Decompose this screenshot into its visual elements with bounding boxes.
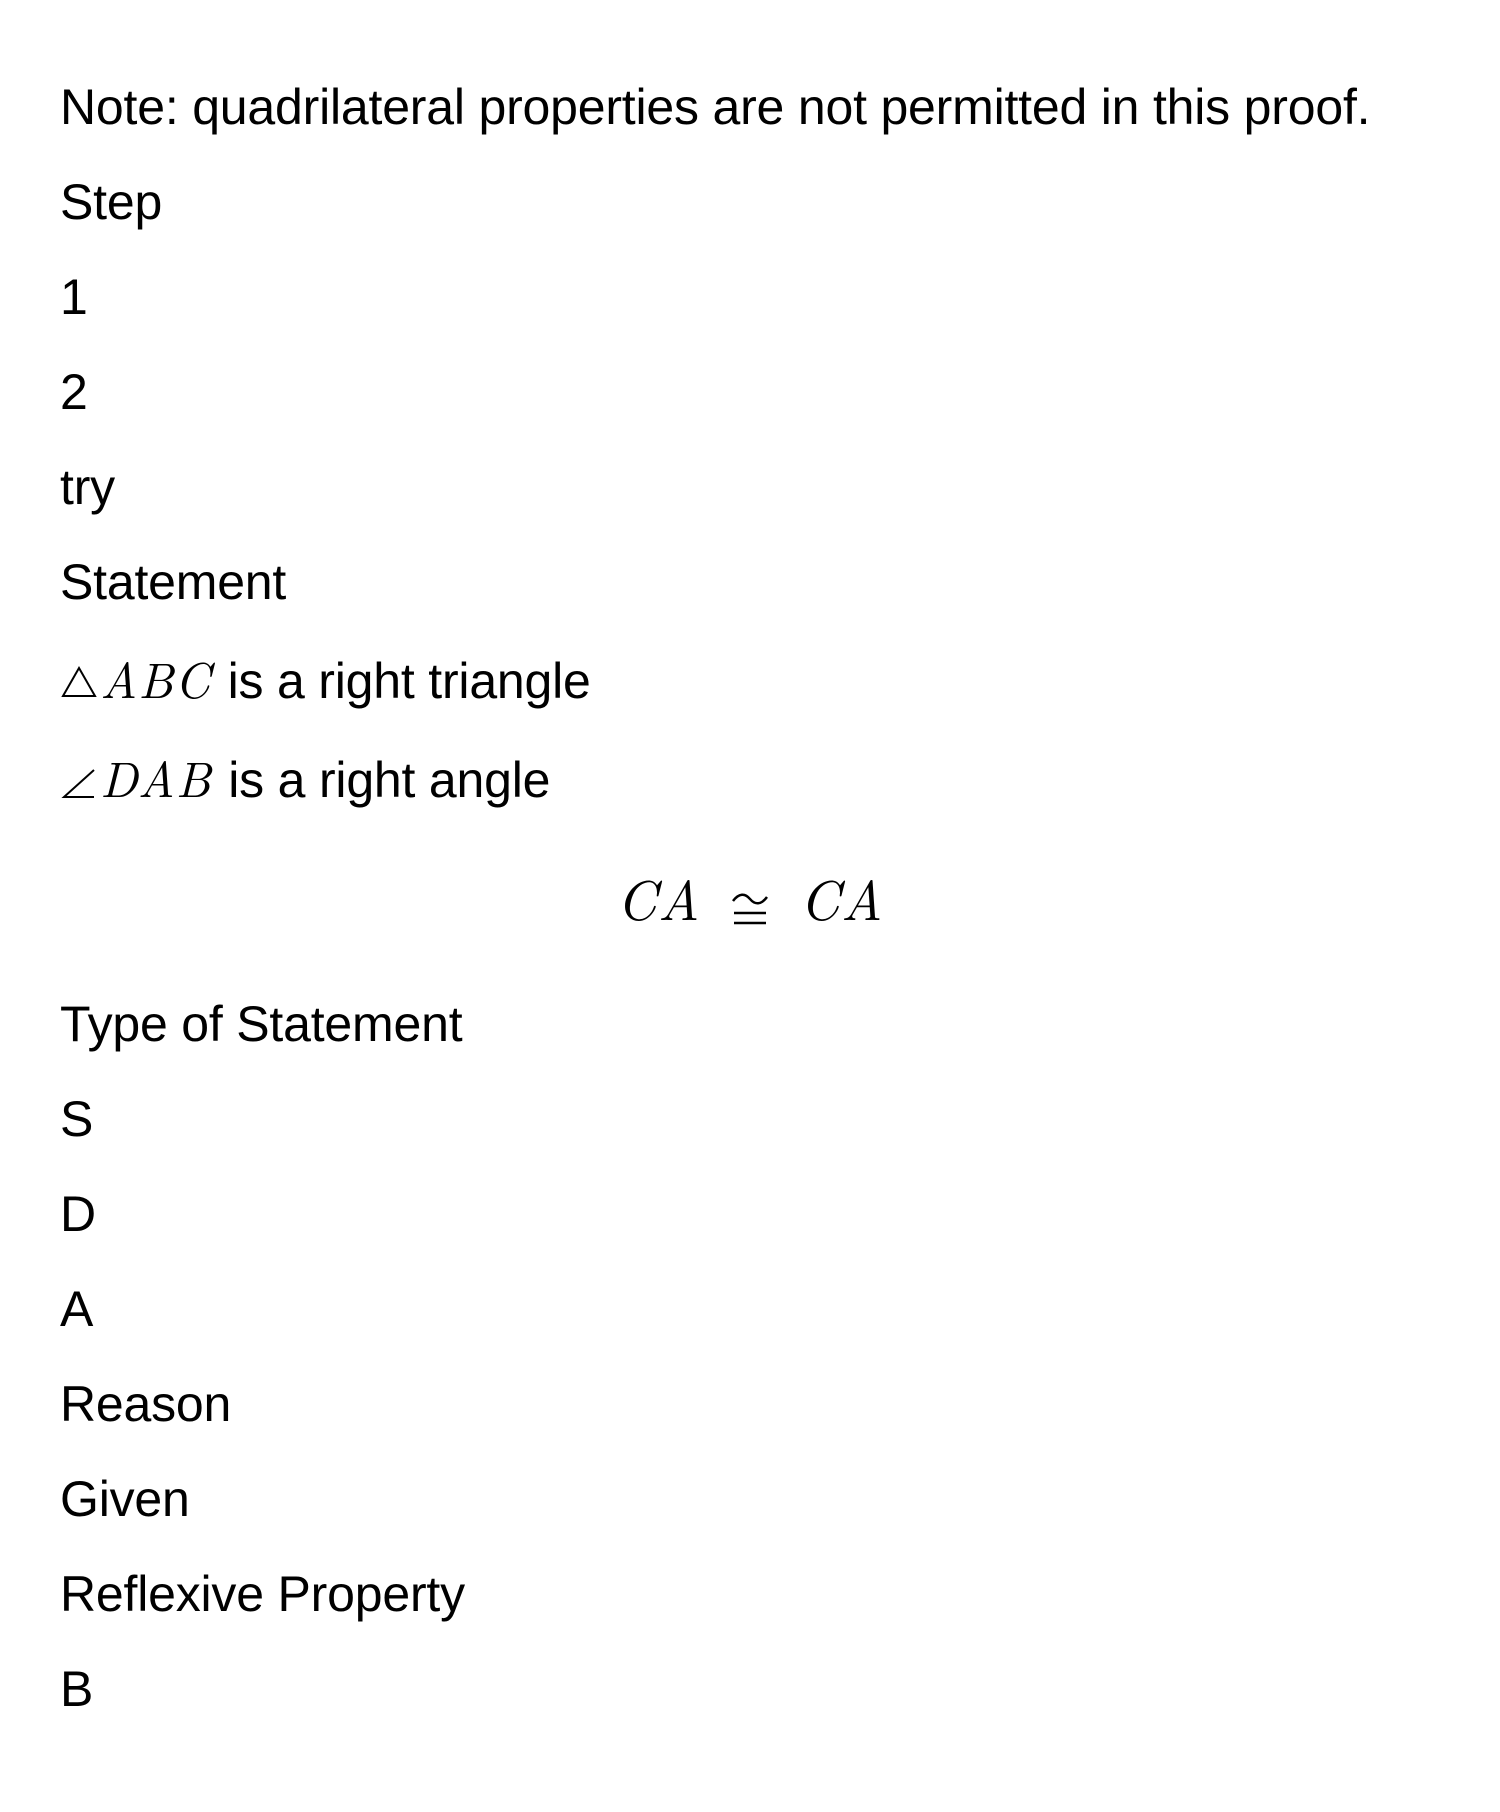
step-label: Step [60, 155, 1440, 250]
triangle-icon [60, 631, 98, 726]
note-text: Note: quadrilateral properties are not p… [60, 60, 1440, 155]
step-2: 2 [60, 345, 1440, 440]
reason-2: Reflexive Property [60, 1547, 1440, 1642]
trailing-letter: B [60, 1642, 1440, 1737]
reason-1: Given [60, 1452, 1440, 1547]
step-1: 1 [60, 250, 1440, 345]
type-letter-s: S [60, 1072, 1440, 1167]
equation-lhs: CA [617, 858, 701, 937]
angle-symbol: DAB [60, 741, 228, 812]
congruence-equation: CA CA [60, 828, 1440, 977]
statement-2-math: DAB [100, 741, 212, 812]
congruent-icon [729, 868, 771, 947]
angle-icon [60, 732, 98, 827]
type-of-statement-label: Type of Statement [60, 977, 1440, 1072]
statement-label: Statement [60, 535, 1440, 630]
statement-1: ABC is a right triangle [60, 630, 1440, 729]
triangle-symbol: ABC [60, 642, 228, 713]
equation-rhs: CA [800, 858, 884, 937]
type-letter-a: A [60, 1262, 1440, 1357]
try-text: try [60, 440, 1440, 535]
statement-1-text: is a right triangle [228, 653, 591, 709]
statement-2: DAB is a right angle [60, 729, 1440, 828]
statement-1-math: ABC [100, 642, 211, 713]
statement-2-text: is a right angle [228, 752, 550, 808]
type-letter-d: D [60, 1167, 1440, 1262]
reason-label: Reason [60, 1357, 1440, 1452]
